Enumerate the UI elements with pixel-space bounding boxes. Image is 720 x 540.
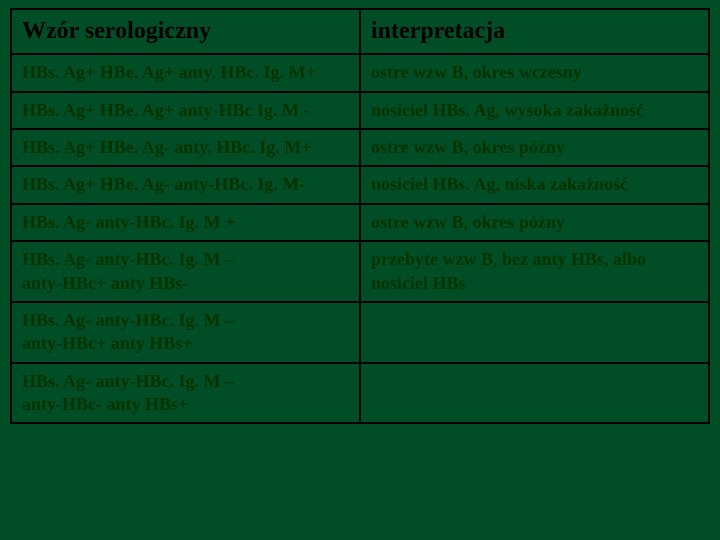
cell-right: nosiciel HBs. Ag, wysoka zakażność [360,92,709,129]
cell-right: przebyte wzw B, bez anty HBs, albo nosic… [360,241,709,302]
cell-right [360,302,709,363]
header-right: interpretacja [360,9,709,54]
table-row: HBs. Ag- anty-HBc. Ig. M +ostre wzw B, o… [11,204,709,241]
cell-left: HBs. Ag- anty-HBc. Ig. M –anty-HBc+ anty… [11,302,360,363]
cell-left: HBs. Ag- anty-HBc. Ig. M + [11,204,360,241]
table-row: HBs. Ag+ HBe. Ag- anty-HBc. Ig. M-nosici… [11,166,709,203]
cell-left: HBs. Ag- anty-HBc. Ig. M –anty-HBc- anty… [11,363,360,424]
cell-left: HBs. Ag- anty-HBc. Ig. M –anty-HBc+ anty… [11,241,360,302]
cell-right [360,363,709,424]
cell-right: ostre wzw B, okres późny [360,204,709,241]
table-row: HBs. Ag- anty-HBc. Ig. M –anty-HBc- anty… [11,363,709,424]
cell-left: HBs. Ag+ HBe. Ag- anty. HBc. Ig. M+ [11,129,360,166]
cell-right: nosiciel HBs. Ag, niska zakażność [360,166,709,203]
cell-left: HBs. Ag+ HBe. Ag+ anty-HBc Ig. M - [11,92,360,129]
cell-left: HBs. Ag+ HBe. Ag+ anty. HBc. Ig. M+ [11,54,360,91]
table-row: HBs. Ag- anty-HBc. Ig. M –anty-HBc+ anty… [11,241,709,302]
cell-right: ostre wzw B, okres wczesny [360,54,709,91]
cell-left: HBs. Ag+ HBe. Ag- anty-HBc. Ig. M- [11,166,360,203]
cell-right: ostre wzw B, okres późny [360,129,709,166]
table-row: HBs. Ag- anty-HBc. Ig. M –anty-HBc+ anty… [11,302,709,363]
table-header-row: Wzór serologiczny interpretacja [11,9,709,54]
slide: Wzór serologiczny interpretacja HBs. Ag+… [0,0,720,540]
serology-table: Wzór serologiczny interpretacja HBs. Ag+… [10,8,710,424]
table-row: HBs. Ag+ HBe. Ag+ anty-HBc Ig. M -nosici… [11,92,709,129]
table-row: HBs. Ag+ HBe. Ag+ anty. HBc. Ig. M+ostre… [11,54,709,91]
table-container: Wzór serologiczny interpretacja HBs. Ag+… [10,8,710,424]
table-row: HBs. Ag+ HBe. Ag- anty. HBc. Ig. M+ostre… [11,129,709,166]
header-left: Wzór serologiczny [11,9,360,54]
